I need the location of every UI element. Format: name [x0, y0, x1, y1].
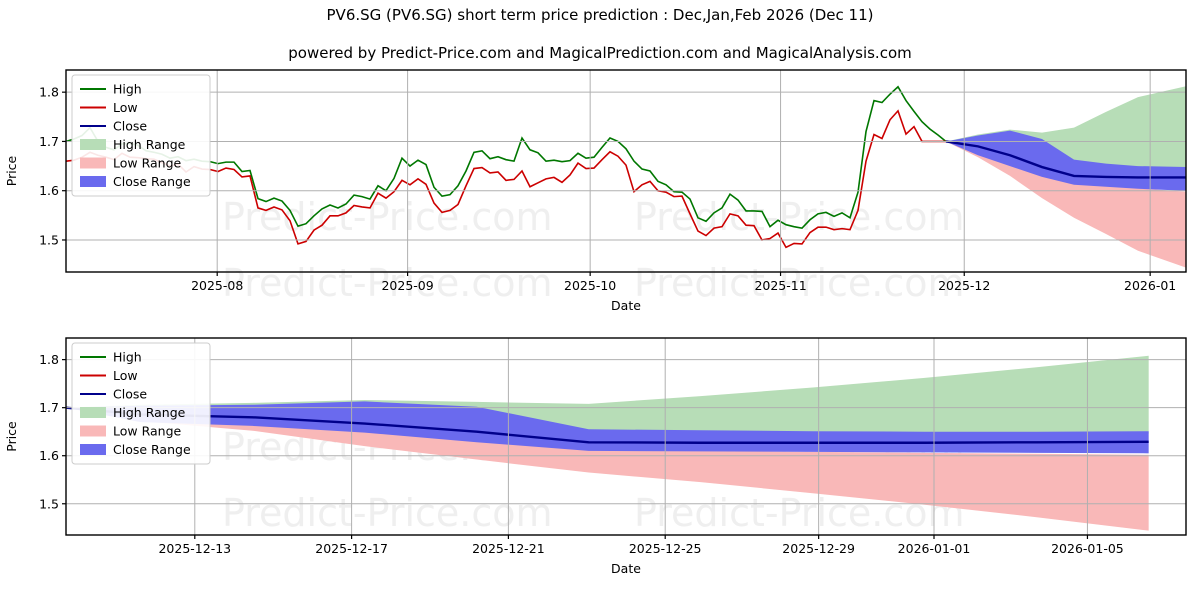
y-tick-label: 1.8 — [39, 352, 59, 367]
x-tick-label: 2026-01-01 — [898, 541, 971, 556]
legend-item-label: Low Range — [113, 156, 182, 171]
x-tick-label: 2025-12-21 — [472, 541, 545, 556]
high-range-band — [66, 355, 1149, 434]
x-tick-label: 2025-12-13 — [158, 541, 231, 556]
legend-band-swatch — [80, 176, 106, 187]
x-tick-label: 2025-12-29 — [782, 541, 855, 556]
high-price-line — [66, 85, 947, 230]
low-range-band — [946, 141, 1186, 268]
x-axis-title: Date — [611, 561, 641, 576]
x-tick-label: 2025-11 — [754, 278, 806, 293]
legend-item-label: Low Range — [113, 424, 182, 439]
close-range-band — [946, 130, 1186, 191]
legend-item-label: Close Range — [113, 174, 191, 189]
watermark-text: Predict-Price.com — [634, 195, 965, 239]
watermark-text: Predict-Price.com — [222, 261, 553, 305]
y-tick-label: 1.6 — [39, 183, 59, 198]
legend-band-swatch — [80, 407, 106, 418]
y-tick-label: 1.6 — [39, 448, 59, 463]
x-tick-label: 2025-09 — [381, 278, 433, 293]
close-price-line — [66, 406, 1149, 444]
x-tick-label: 2026-01-05 — [1051, 541, 1124, 556]
overview-chart-svg: Predict-Price.com Predict-Price.com Predic… — [4, 69, 1187, 313]
y-tick-label: 1.7 — [39, 400, 59, 415]
y-tick-label: 1.7 — [39, 134, 59, 149]
overview-chart-panel: Predict-Price.com Predict-Price.com Predic… — [0, 60, 1200, 320]
legend-item-label: High — [113, 82, 142, 97]
x-tick-label: 2025-12-17 — [315, 541, 388, 556]
page-subtitle: powered by Predict-Price.com and Magical… — [288, 44, 912, 62]
x-axis-title: Date — [611, 298, 641, 313]
detail-chart-panel: Predict-Price.comPredict-Price.comPredic… — [0, 330, 1200, 600]
legend-band-swatch — [80, 425, 106, 437]
low-price-line — [66, 109, 946, 249]
x-tick-label: 2025-12-25 — [629, 541, 702, 556]
legend-band-swatch — [80, 139, 106, 150]
legend-item-label: High Range — [113, 405, 186, 420]
x-tick-label: 2025-10 — [564, 278, 616, 293]
detail-chart-svg: Predict-Price.comPredict-Price.comPredic… — [4, 337, 1187, 576]
page-title: PV6.SG (PV6.SG) short term price predict… — [326, 6, 874, 24]
legend-box — [71, 342, 211, 465]
plot-series-group — [66, 355, 1149, 531]
y-tick-label: 1.5 — [39, 496, 59, 511]
legend-item-label: Close — [113, 119, 147, 134]
legend-item-label: High — [113, 350, 142, 365]
y-tick-label: 1.8 — [39, 85, 59, 100]
watermark-text: Predict-Price.com — [634, 261, 965, 305]
legend-item-label: High Range — [113, 137, 186, 152]
close-price-line — [945, 140, 1186, 179]
legend-band-swatch — [80, 444, 106, 455]
plot-frame — [65, 69, 1187, 273]
x-tick-label: 2026-01 — [1124, 278, 1176, 293]
close-range-band — [66, 401, 1149, 454]
watermark-text: Predict-Price.com — [222, 491, 553, 535]
legend-item-label: Close — [113, 387, 147, 402]
legend-band-swatch — [80, 157, 106, 169]
chart-legend: High Low Close High Range Low Range Close Ran… — [71, 342, 211, 465]
legend-item-label: Low — [113, 368, 138, 383]
plot-series-group — [66, 85, 1186, 268]
legend-item-label: Close Range — [113, 442, 191, 457]
legend-item-label: Low — [113, 100, 138, 115]
high-range-band — [946, 86, 1186, 171]
watermark-text: Predict-Price.com — [222, 195, 553, 239]
legend-box — [71, 74, 211, 197]
x-tick-label: 2025-12 — [938, 278, 990, 293]
y-tick-label: 1.5 — [39, 232, 59, 247]
chart-legend: High Low Close High Range Low Range Close Ran… — [71, 74, 211, 197]
plot-frame — [65, 337, 1187, 536]
y-axis-title: Price — [4, 421, 19, 452]
low-range-band — [66, 407, 1149, 531]
x-tick-label: 2025-08 — [191, 278, 243, 293]
y-axis-title: Price — [4, 155, 19, 186]
